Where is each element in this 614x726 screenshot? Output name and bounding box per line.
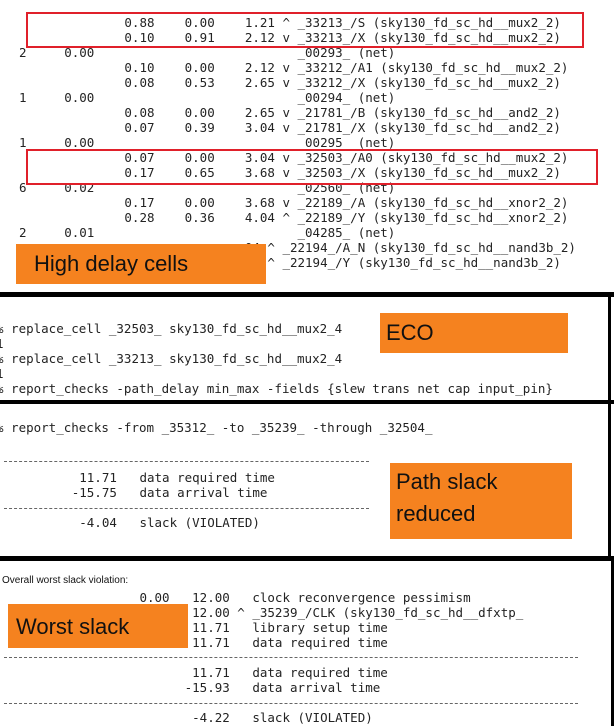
- slack-value: -4.04 slack (VIOLATED): [4, 515, 260, 530]
- panel-divider: [0, 556, 614, 561]
- timing-row: 0.10 0.91 2.12 v _33213_/X (sky130_fd_sc…: [4, 30, 561, 45]
- worst-row: 11.71 data required time: [4, 635, 388, 650]
- report-command-line: % report_checks -from _35312_ -to _35239…: [0, 420, 433, 435]
- worst-row: 12.00 ^ _35239_/CLK (sky130_fd_sc_hd__df…: [4, 605, 524, 620]
- worst-slack-label: Worst slack: [8, 604, 188, 648]
- timing-row: 0.88 0.00 1.21 ^ _33213_/S (sky130_fd_sc…: [4, 15, 561, 30]
- panel-divider: [0, 400, 614, 404]
- worst-row: 11.71 data required time: [4, 665, 388, 680]
- high-delay-cells-label: High delay cells: [16, 244, 266, 284]
- eco-command-line: % replace_cell _32503_ sky130_fd_sc_hd__…: [0, 321, 343, 336]
- path-slack-label: Path slack reduced: [390, 463, 572, 539]
- worst-row: 0.00 12.00 clock reconvergence pessimism: [4, 590, 471, 605]
- dashed-separator: [4, 703, 578, 704]
- highlight-box-32503: [26, 149, 598, 185]
- timing-row: 2 0.00 _00293_ (net): [4, 45, 396, 60]
- panel-border-right: [611, 561, 614, 726]
- eco-panel: % replace_cell _32503_ sky130_fd_sc_hd__…: [0, 297, 614, 401]
- timing-row: 0.08 0.53 2.65 v _33212_/X (sky130_fd_sc…: [4, 75, 561, 90]
- dashed-separator: [4, 461, 369, 462]
- timing-row: 0.17 0.65 3.68 v _32503_/X (sky130_fd_sc…: [4, 165, 561, 180]
- timing-row: 0.28 0.36 4.04 ^ _22189_/Y (sky130_fd_sc…: [4, 210, 569, 225]
- path-slack-panel: % report_checks -from _35312_ -to _35239…: [0, 404, 608, 556]
- timing-row: 0.08 0.00 2.65 v _21781_/B (sky130_fd_sc…: [4, 105, 561, 120]
- timing-row: 0.07 0.00 3.04 v _32503_/A0 (sky130_fd_s…: [4, 150, 569, 165]
- timing-row: 0.10 0.00 2.12 v _33212_/A1 (sky130_fd_s…: [4, 60, 569, 75]
- eco-result-line: 1: [0, 366, 4, 381]
- timing-row: 0.17 0.00 3.68 v _22189_/A (sky130_fd_sc…: [4, 195, 569, 210]
- worst-slack-panel: Overall worst slack violation: 0.00 12.0…: [0, 561, 611, 726]
- eco-command-line: % report_checks -path_delay min_max -fie…: [0, 381, 553, 396]
- path-slack-label-line1: Path slack: [396, 469, 498, 494]
- dashed-separator: [4, 508, 369, 509]
- panel-border-right: [608, 297, 611, 557]
- timing-row: 1 0.00 _00295_ (net): [4, 135, 396, 150]
- timing-row: 1 0.00 _00294_ (net): [4, 90, 396, 105]
- eco-label: ECO: [380, 313, 568, 353]
- eco-command-line: % replace_cell _33213_ sky130_fd_sc_hd__…: [0, 351, 343, 366]
- timing-row: 0.07 0.39 3.04 v _21781_/X (sky130_fd_sc…: [4, 120, 561, 135]
- timing-report-panel: 0.88 0.00 1.21 ^ _33213_/S (sky130_fd_sc…: [0, 0, 614, 292]
- dashed-separator: [4, 657, 578, 658]
- path-slack-label-line2: reduced: [396, 501, 476, 526]
- highlight-box-33213: [26, 12, 584, 48]
- slack-row: -15.75 data arrival time: [4, 485, 268, 500]
- worst-slack-title: Overall worst slack violation:: [2, 575, 129, 586]
- worst-row: -15.93 data arrival time: [4, 680, 381, 695]
- worst-slack-value: -4.22 slack (VIOLATED): [4, 710, 373, 725]
- eco-result-line: 1: [0, 336, 4, 351]
- slack-row: 11.71 data required time: [4, 470, 275, 485]
- timing-row: 2 0.01 _04285_ (net): [4, 225, 396, 240]
- panel-divider: [0, 292, 614, 297]
